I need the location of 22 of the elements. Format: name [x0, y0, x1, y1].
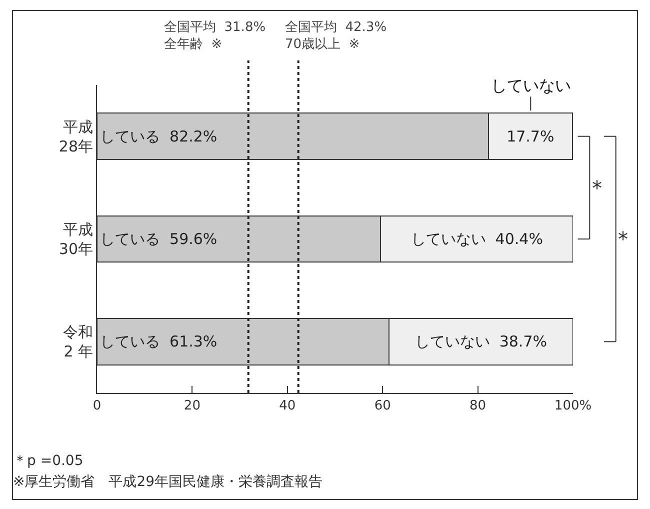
data-label: していない 40.4%: [410, 230, 543, 248]
text: *: [592, 176, 602, 200]
ref-line-label: 全国平均 42.3% 70歳以上 ※: [285, 20, 387, 52]
x-tick-label: 100%: [554, 398, 592, 414]
text: ※厚生労働省 平成29年国民健康・栄養調査報告: [13, 474, 323, 490]
x-tick-label: 40: [279, 398, 296, 414]
ref-line-label: 全国平均 31.8% 全年齢 ※: [164, 20, 266, 52]
x-tick-label: 20: [184, 398, 200, 414]
annotation: していない: [491, 76, 571, 95]
data-label: している 61.3%: [100, 332, 218, 351]
x-tick-label: 60: [374, 398, 391, 414]
data-label: していない 38.7%: [414, 332, 547, 351]
data-label: 17.7%: [506, 127, 554, 146]
data-label: している 59.6%: [100, 230, 218, 248]
y-tick-label: 平成 28年: [58, 118, 93, 156]
data-label: している 82.2%: [100, 127, 218, 146]
x-tick-label: 0: [92, 398, 102, 414]
text: ＊p =0.05: [13, 453, 84, 469]
y-tick-label: 令和 2 年: [63, 323, 93, 361]
x-tick-label: 80: [470, 398, 486, 414]
text: *: [618, 227, 628, 251]
y-tick-label: 平成 30年: [58, 220, 93, 258]
